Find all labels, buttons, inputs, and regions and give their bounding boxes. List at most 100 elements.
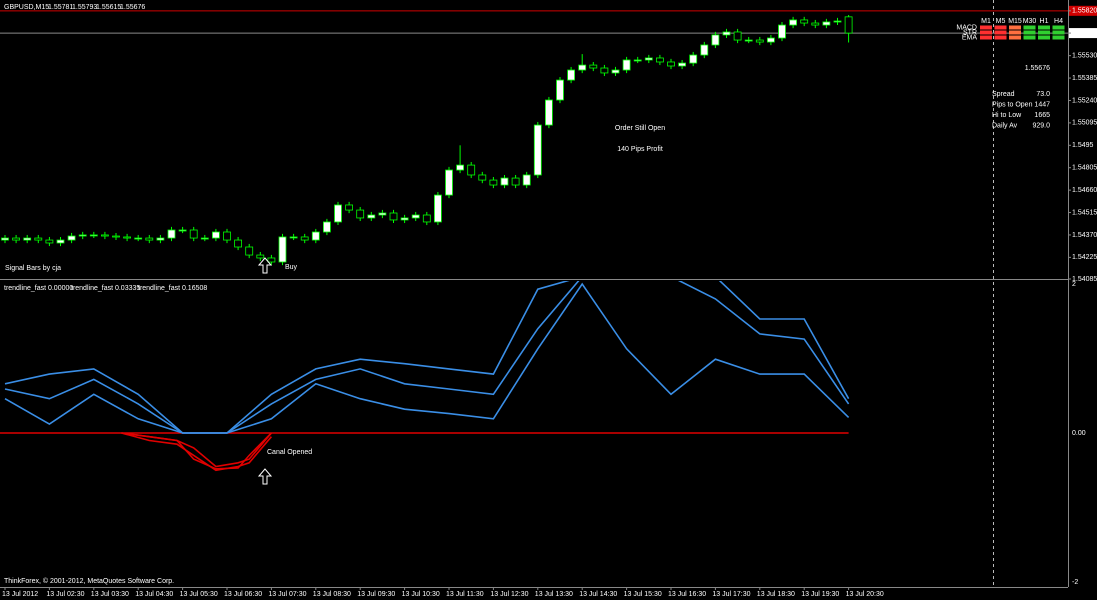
candle-body <box>67 235 76 241</box>
price-label-box <box>1069 28 1097 39</box>
annotation: Buy <box>285 264 298 271</box>
candle-body <box>367 214 376 219</box>
candle-body <box>267 257 276 263</box>
signal-cell <box>1009 35 1021 40</box>
info-label: Hi to Low <box>992 112 1022 119</box>
signal-cell <box>980 35 992 40</box>
indicator-line <box>4 281 850 434</box>
signal-column: M15 <box>1008 18 1022 25</box>
y-tick-label: 1.55530 <box>1072 52 1097 59</box>
signal-cell <box>1038 25 1050 30</box>
candle-body <box>178 229 187 232</box>
y-tick-label: 1.55095 <box>1072 120 1097 127</box>
candle-body <box>511 177 520 186</box>
x-tick-label: 13 Jul 18:30 <box>757 591 795 598</box>
candle-body <box>23 237 32 241</box>
candle-body <box>433 194 442 223</box>
candle-body <box>600 67 609 74</box>
candle-body <box>755 39 764 43</box>
current-price: 1.55676 <box>1025 65 1050 72</box>
candle-body <box>334 204 342 223</box>
candle-body <box>89 234 98 237</box>
candle-body <box>811 22 820 26</box>
indicator-label: trendline_fast 0.03335 <box>71 285 140 292</box>
candle-body <box>278 236 287 263</box>
candle-body <box>833 20 842 23</box>
candle-body <box>156 237 165 241</box>
candle-body <box>45 239 54 244</box>
candle-body <box>744 39 753 42</box>
candle-body <box>656 57 664 63</box>
candle-body <box>411 214 420 219</box>
price-label-box <box>1069 5 1097 16</box>
candle-body <box>78 234 87 237</box>
y-tick-label: 1.5495 <box>1072 142 1094 149</box>
x-tick-label: 13 Jul 13:30 <box>535 591 573 598</box>
candle-body <box>300 236 309 241</box>
candle-body <box>356 209 365 219</box>
x-tick-label: 13 Jul 12:30 <box>490 591 528 598</box>
candle-body <box>611 69 620 74</box>
candle-body <box>489 179 498 186</box>
candle-body <box>34 237 43 241</box>
y-tick-label: 1.54370 <box>1072 232 1097 239</box>
info-value: 1447 <box>1034 101 1050 108</box>
y-tick-label: 1.55240 <box>1072 97 1097 104</box>
candle-body <box>378 212 387 216</box>
signal-cell <box>994 35 1007 40</box>
candle-body <box>456 164 465 171</box>
y-tick-label: 1.54660 <box>1072 187 1097 194</box>
x-tick-label: 13 Jul 19:30 <box>801 591 839 598</box>
candle-body <box>1 237 9 241</box>
candle-body <box>211 231 220 239</box>
candle-body <box>733 31 742 41</box>
candle-body <box>545 99 553 126</box>
info-value: 1665 <box>1034 112 1050 119</box>
x-tick-label: 13 Jul 17:30 <box>712 591 750 598</box>
candle-body <box>189 229 198 239</box>
indicator-label: trendline_fast 0.16508 <box>138 285 207 292</box>
indicator-label: trendline_fast 0.00000 <box>4 285 73 292</box>
candle-body <box>234 239 243 248</box>
candle-body <box>556 79 564 101</box>
ohlc-value: 1.55781 <box>48 4 73 11</box>
symbol: GBPUSD,M15 <box>4 4 49 11</box>
x-tick-label: 13 Jul 15:30 <box>624 591 662 598</box>
info-label: Daily Av <box>992 122 1018 129</box>
signal-cell <box>1052 25 1065 30</box>
x-tick-label: 13 Jul 03:30 <box>91 591 129 598</box>
x-tick-label: 13 Jul 08:30 <box>313 591 351 598</box>
x-tick-label: 13 Jul 06:30 <box>224 591 262 598</box>
candle-body <box>533 124 542 176</box>
candle-body <box>667 61 675 67</box>
candle-body <box>500 177 509 186</box>
y-tick-label: 1.55385 <box>1072 75 1097 82</box>
y-tick-label: 1.54085 <box>1072 276 1097 283</box>
annotation: Order Still Open <box>615 125 665 132</box>
y-tick-label: 1.54225 <box>1072 254 1097 261</box>
candle-body <box>223 231 231 241</box>
signal-cell <box>1023 25 1036 30</box>
candle-body <box>56 239 65 244</box>
y-tick-label: 1.55676 <box>1072 30 1097 37</box>
info-value: 73.0 <box>1036 91 1050 98</box>
candle-body <box>700 44 709 56</box>
candle-body <box>589 64 598 69</box>
candle-body <box>389 212 398 221</box>
y-tick-label: 1.54515 <box>1072 209 1097 216</box>
signal-cell <box>1009 25 1021 30</box>
signal-column: H4 <box>1054 18 1063 25</box>
signal-row: STR <box>963 29 977 36</box>
candle-body <box>800 19 809 24</box>
info-label: Spread <box>992 91 1015 98</box>
candle-body <box>822 21 831 26</box>
candle-body <box>567 69 575 81</box>
candle-body <box>101 234 109 237</box>
candle-body <box>622 59 631 71</box>
signal-row: EMA <box>962 34 978 41</box>
signal-cell <box>980 30 992 35</box>
candle-body <box>789 19 797 26</box>
signal-cell <box>994 25 1007 30</box>
